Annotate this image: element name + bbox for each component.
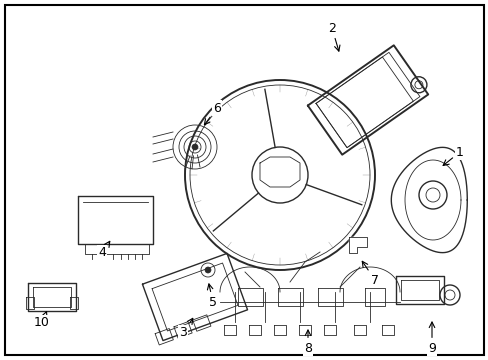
Polygon shape bbox=[348, 237, 366, 253]
Text: 9: 9 bbox=[427, 322, 435, 355]
Text: 5: 5 bbox=[207, 284, 217, 309]
Polygon shape bbox=[260, 157, 299, 187]
Text: 2: 2 bbox=[327, 22, 339, 51]
Text: 1: 1 bbox=[442, 145, 463, 166]
Circle shape bbox=[192, 144, 198, 150]
Text: 8: 8 bbox=[304, 330, 311, 355]
Circle shape bbox=[204, 267, 210, 273]
Polygon shape bbox=[390, 147, 467, 253]
Text: 3: 3 bbox=[179, 318, 192, 339]
Text: 10: 10 bbox=[34, 312, 50, 329]
Text: 4: 4 bbox=[98, 241, 109, 260]
Text: 6: 6 bbox=[204, 102, 221, 125]
Text: 7: 7 bbox=[362, 261, 378, 287]
